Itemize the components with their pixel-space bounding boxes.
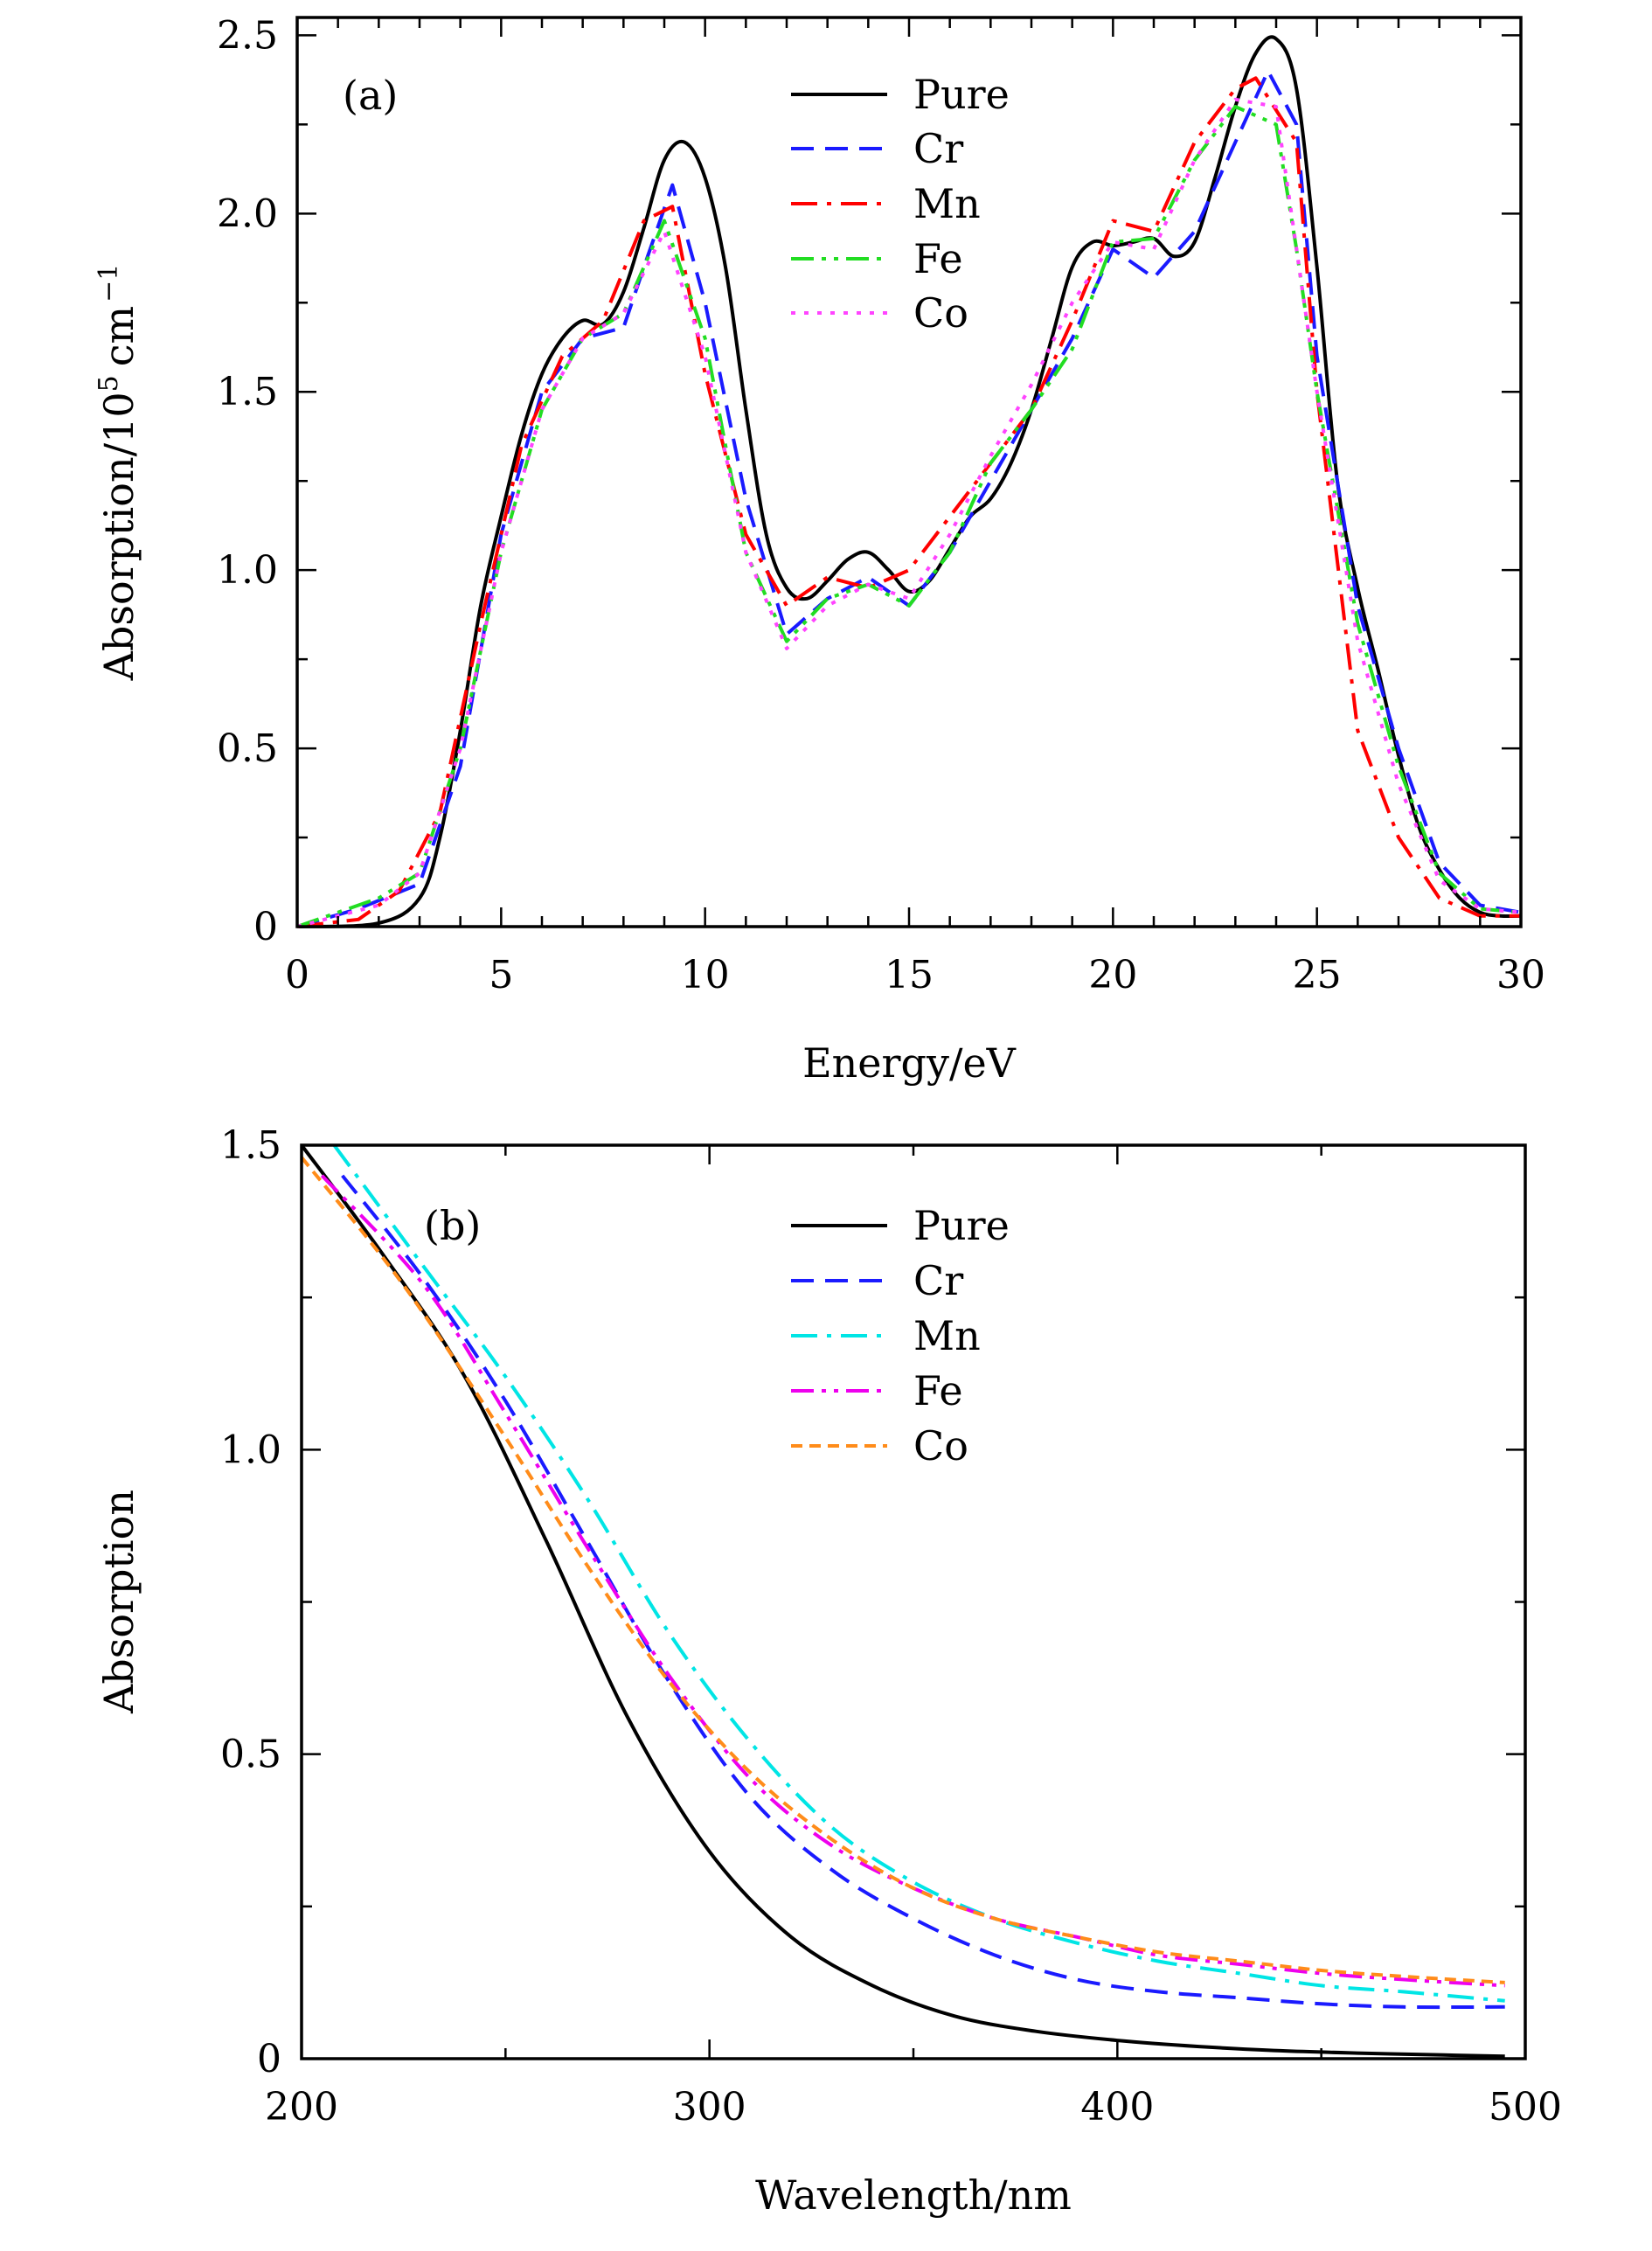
panel-b-legend-label-fe: Fe — [913, 1367, 963, 1414]
panel-a-xtick-label: 5 — [489, 953, 513, 997]
panel-b-series-cr — [341, 1174, 1505, 2010]
panel-b-legend-label-pure: Pure — [913, 1202, 1010, 1249]
panel-b-legend-label-cr: Cr — [913, 1257, 963, 1304]
panel-b-xtick-label: 400 — [1080, 2085, 1154, 2129]
panel-a-ytick-label: 2.5 — [217, 13, 278, 58]
panel-a-y-axis-title-main: Absorption/10 — [95, 392, 142, 681]
panel-b-series — [300, 1143, 1505, 2059]
panel-b-y-axis-title: Absorption — [95, 1490, 142, 1714]
panel-a-xtick-label: 30 — [1496, 953, 1545, 997]
panel-a-xtick-label: 15 — [885, 953, 934, 997]
panel-a-ytick-label: 0.5 — [217, 726, 278, 771]
panel-b-ytick-label: 0 — [257, 2037, 281, 2081]
panel-a-legend: Pure Cr Mn Fe Co — [791, 71, 1010, 337]
panel-b-ytick-labels: 0 0.5 1.0 1.5 — [220, 1123, 281, 2081]
panel-a-ytick-label: 1.0 — [217, 548, 278, 593]
panel-a: 0 5 10 15 20 25 30 0 0.5 1.0 1.5 2.0 2.5… — [94, 13, 1545, 1087]
panel-b-xtick-labels: 200 300 400 500 — [265, 2085, 1562, 2129]
panel-a-legend-label-cr: Cr — [913, 125, 963, 172]
panel-b-legend: Pure Cr Mn Fe Co — [791, 1202, 1010, 1469]
panel-a-series-fe — [296, 105, 1522, 928]
panel-a-legend-label-co: Co — [913, 289, 968, 337]
panel-a-ticks — [295, 17, 1523, 928]
panel-a-series-co — [296, 97, 1522, 928]
panel-b-xtick-label: 300 — [673, 2085, 746, 2129]
panel-a-ytick-label: 2.0 — [217, 191, 278, 236]
panel-b-legend-label-co: Co — [913, 1422, 968, 1469]
panel-b-series-co — [300, 1156, 1505, 1984]
panel-b-legend-label-mn: Mn — [913, 1312, 981, 1359]
panel-b-x-axis-title: Wavelength/nm — [755, 2171, 1072, 2219]
panel-a-label: (a) — [343, 72, 398, 119]
panel-a-xtick-label: 10 — [681, 953, 730, 997]
panel-a-xtick-label: 0 — [285, 953, 309, 997]
panel-a-legend-label-fe: Fe — [913, 235, 963, 282]
panel-a-xtick-label: 25 — [1293, 953, 1342, 997]
panel-b-ticks — [300, 1143, 1527, 2060]
panel-a-y-axis-title: Absorption/105 cm −1 — [94, 264, 142, 682]
panel-a-series-mn — [296, 76, 1521, 928]
panel-b-series-fe — [320, 1174, 1505, 1988]
panel-a-series — [296, 35, 1522, 928]
panel-b-ytick-label: 1.0 — [220, 1428, 281, 1472]
panel-a-y-axis-title-exp2: −1 — [94, 264, 124, 302]
panel-a-ytick-label: 1.5 — [217, 370, 278, 414]
panel-a-xtick-labels: 0 5 10 15 20 25 30 — [285, 953, 1545, 997]
panel-b-xtick-label: 200 — [265, 2085, 338, 2129]
panel-a-xtick-label: 20 — [1088, 953, 1137, 997]
panel-a-ytick-labels: 0 0.5 1.0 1.5 2.0 2.5 — [217, 13, 278, 949]
panel-a-y-axis-title-unit: cm — [95, 306, 142, 366]
panel-b-series-mn — [332, 1143, 1505, 2003]
panel-a-legend-label-pure: Pure — [913, 71, 1010, 118]
panel-a-x-axis-title: Energy/eV — [802, 1039, 1017, 1087]
panel-b-ytick-label: 0.5 — [220, 1733, 281, 1777]
panel-b-label: (b) — [424, 1202, 481, 1249]
panel-a-ytick-label: 0 — [253, 905, 278, 949]
panel-b-xtick-label: 500 — [1489, 2085, 1562, 2129]
panel-b-series-pure — [300, 1143, 1505, 2059]
panel-a-series-cr — [296, 69, 1522, 928]
panel-b: 200 300 400 500 0 0.5 1.0 1.5 Wavelength… — [95, 1123, 1562, 2219]
panel-a-y-axis-title-exp1: 5 — [94, 375, 124, 392]
panel-b-ytick-label: 1.5 — [220, 1123, 281, 1168]
panel-a-legend-label-mn: Mn — [913, 180, 981, 227]
